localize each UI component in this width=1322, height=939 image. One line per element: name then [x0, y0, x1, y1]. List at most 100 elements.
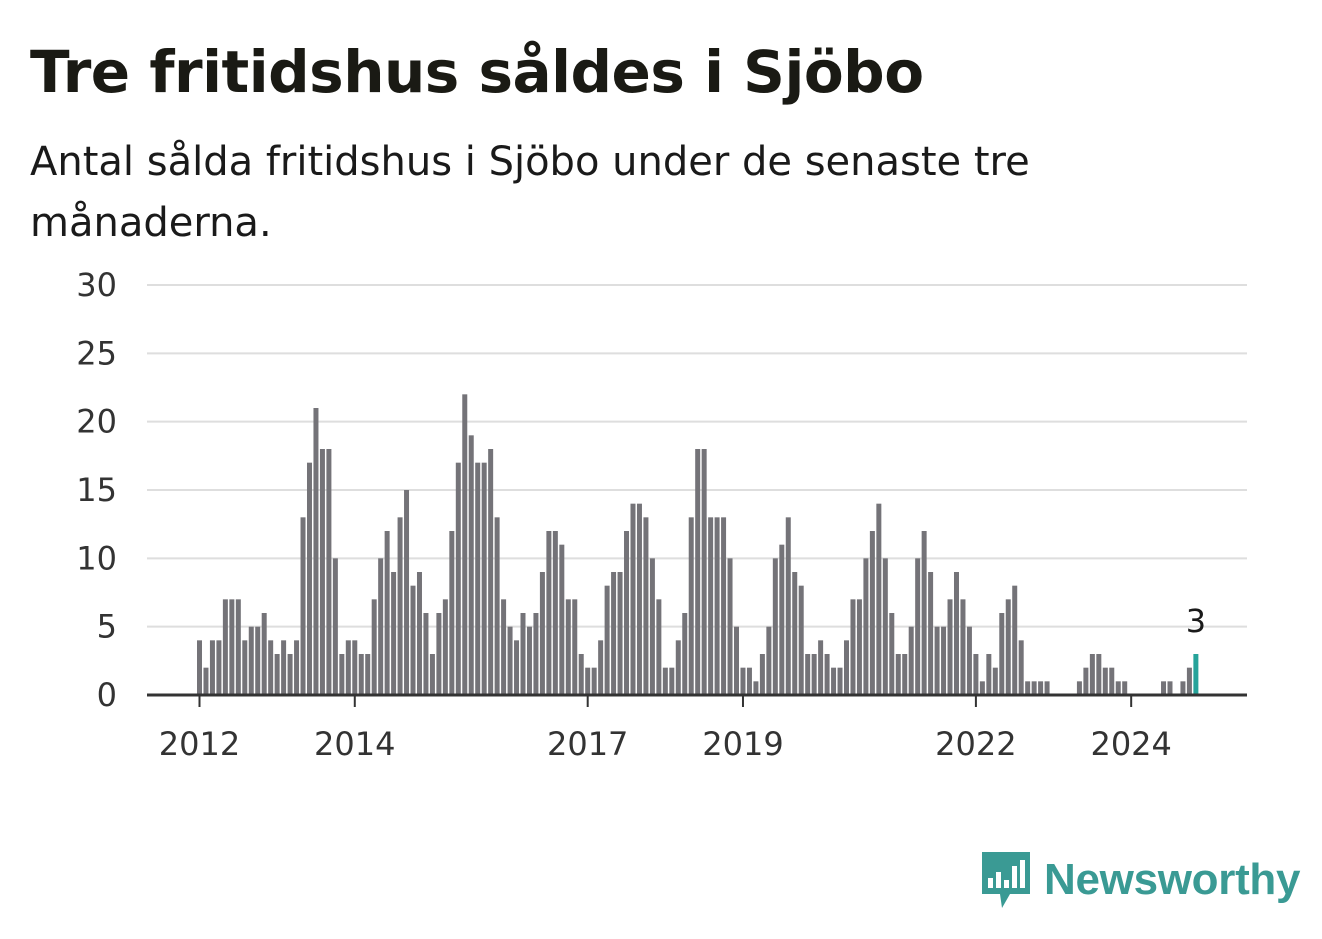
bar [300, 517, 306, 695]
bar [682, 613, 688, 695]
bar [591, 667, 597, 695]
bar [837, 667, 843, 695]
bar [624, 531, 630, 695]
bar [197, 640, 202, 695]
bar [746, 667, 752, 695]
bar [559, 544, 565, 695]
bar [488, 449, 494, 695]
bar [481, 462, 487, 695]
bar [856, 599, 862, 695]
bar [759, 654, 765, 695]
bar [578, 654, 584, 695]
bars [197, 394, 1199, 695]
bar [999, 613, 1005, 695]
bar [404, 490, 410, 695]
bar [675, 640, 681, 695]
y-tick-label: 10 [76, 539, 117, 577]
bar [714, 517, 720, 695]
bar [332, 558, 338, 695]
bar [934, 626, 940, 695]
newsworthy-logo-icon [982, 852, 1030, 908]
bar [947, 599, 953, 695]
bar-chart: 0 5 10 15 20 25 30 2012 2014 2017 2019 2022 2024 3 [76, 266, 1247, 763]
bar [1115, 681, 1121, 695]
bar [753, 681, 759, 695]
bar [261, 613, 267, 695]
bar [378, 558, 384, 695]
bar [617, 572, 623, 695]
bar [1161, 681, 1167, 695]
bar [882, 558, 888, 695]
bar [436, 613, 442, 695]
newsworthy-logo: Newsworthy [980, 850, 1300, 910]
bar [669, 667, 675, 695]
bar [216, 640, 222, 695]
bar [1180, 681, 1186, 695]
bar [915, 558, 921, 695]
bar [766, 626, 772, 695]
bar [539, 572, 545, 695]
bar [520, 613, 526, 695]
bar [371, 599, 377, 695]
bar [358, 654, 364, 695]
bar [895, 654, 901, 695]
bar [501, 599, 507, 695]
bar [281, 640, 287, 695]
bar [345, 640, 351, 695]
bar [818, 640, 824, 695]
bar [1186, 667, 1192, 695]
chart-title: Tre fritidshus såldes i Sjöbo [30, 38, 924, 106]
bar [727, 558, 733, 695]
bar [953, 572, 959, 695]
bar [604, 585, 610, 695]
bar [979, 681, 985, 695]
bar [442, 599, 448, 695]
bar [662, 667, 668, 695]
y-axis-ticks: 0 5 10 15 20 25 30 [76, 266, 117, 714]
bar [397, 517, 403, 695]
bar [928, 572, 934, 695]
bar [242, 640, 248, 695]
bar [811, 654, 817, 695]
bar [391, 572, 397, 695]
bar [734, 626, 740, 695]
bar [708, 517, 714, 695]
bar [306, 462, 312, 695]
bar [235, 599, 241, 695]
bar [319, 449, 325, 695]
y-tick-label: 5 [97, 608, 117, 646]
y-tick-label: 15 [76, 471, 117, 509]
bar [636, 503, 642, 695]
bar [248, 626, 254, 695]
bar [986, 654, 992, 695]
bar [779, 544, 785, 695]
bar [423, 613, 429, 695]
bar [274, 654, 280, 695]
bar [352, 640, 358, 695]
bar [850, 599, 856, 695]
bar [1109, 667, 1115, 695]
bar [688, 517, 694, 695]
bar [268, 640, 274, 695]
bar [572, 599, 578, 695]
bar [384, 531, 390, 695]
bar [429, 654, 435, 695]
bar [365, 654, 371, 695]
bar [598, 640, 604, 695]
bar [611, 572, 617, 695]
bar [494, 517, 500, 695]
bar [552, 531, 558, 695]
bar [960, 599, 966, 695]
bar [416, 572, 422, 695]
bar [1005, 599, 1011, 695]
bar [740, 667, 746, 695]
bar [1018, 640, 1024, 695]
bar [785, 517, 791, 695]
bar [1025, 681, 1031, 695]
x-tick-label: 2014 [314, 725, 395, 763]
bar [656, 599, 662, 695]
bar [526, 626, 532, 695]
bar [546, 531, 552, 695]
bar [339, 654, 345, 695]
bar [1031, 681, 1037, 695]
